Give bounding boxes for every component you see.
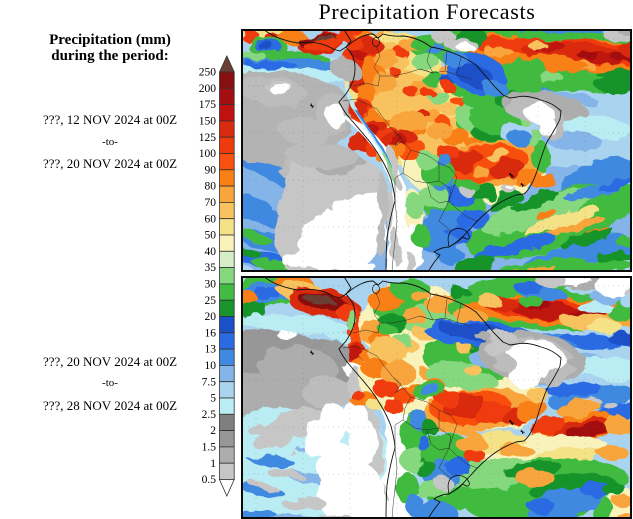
svg-text:25: 25 [205, 295, 217, 307]
svg-text:1.5: 1.5 [202, 442, 217, 454]
svg-text:200: 200 [199, 83, 217, 95]
svg-text:2: 2 [210, 425, 216, 437]
svg-text:13: 13 [205, 344, 217, 356]
svg-text:125: 125 [199, 132, 217, 144]
svg-text:0.5: 0.5 [202, 474, 217, 486]
svg-text:50: 50 [205, 230, 217, 242]
svg-text:30: 30 [205, 279, 217, 291]
svg-text:100: 100 [199, 148, 217, 160]
svg-text:90: 90 [205, 164, 217, 176]
svg-text:7.5: 7.5 [202, 376, 217, 388]
svg-text:16: 16 [205, 327, 217, 339]
svg-text:5: 5 [210, 393, 216, 405]
svg-text:35: 35 [205, 262, 217, 274]
svg-text:40: 40 [205, 246, 217, 258]
svg-text:175: 175 [199, 99, 217, 111]
svg-text:10: 10 [205, 360, 217, 372]
svg-text:60: 60 [205, 213, 217, 225]
svg-text:150: 150 [199, 116, 217, 128]
svg-text:250: 250 [199, 67, 217, 79]
svg-text:70: 70 [205, 197, 217, 209]
svg-text:2.5: 2.5 [202, 409, 217, 421]
svg-text:80: 80 [205, 181, 217, 193]
svg-text:20: 20 [205, 311, 217, 323]
svg-text:1: 1 [210, 458, 216, 470]
